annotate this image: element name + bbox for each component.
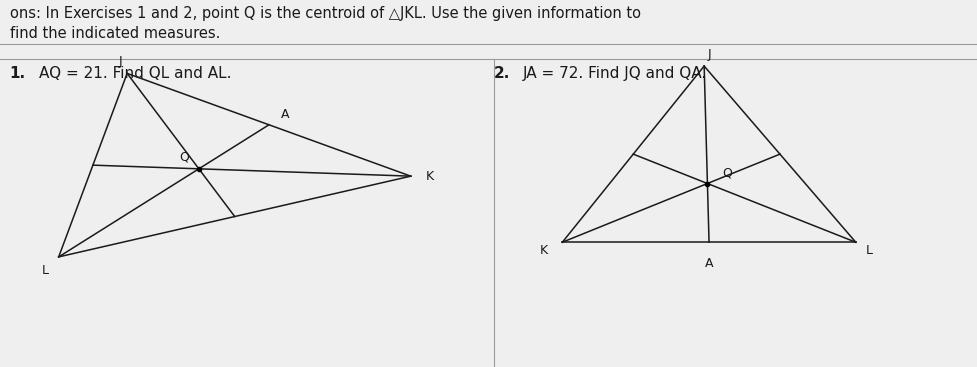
- Text: JA = 72. Find JQ and QA.: JA = 72. Find JQ and QA.: [523, 66, 706, 81]
- Text: J: J: [706, 48, 710, 61]
- Text: L: L: [42, 264, 49, 277]
- Text: Q: Q: [721, 167, 731, 180]
- Text: L: L: [865, 244, 871, 257]
- Text: A: A: [280, 108, 289, 121]
- Text: K: K: [425, 170, 433, 183]
- Text: 1.: 1.: [10, 66, 25, 81]
- Text: ons: In Exercises 1 and 2, point Q is the centroid of △JKL. Use the given inform: ons: In Exercises 1 and 2, point Q is th…: [10, 6, 640, 21]
- Text: J: J: [118, 55, 122, 68]
- Text: find the indicated measures.: find the indicated measures.: [10, 26, 220, 41]
- Text: Q: Q: [179, 150, 189, 163]
- Text: K: K: [539, 244, 547, 257]
- Text: 2.: 2.: [493, 66, 510, 81]
- Text: A: A: [704, 257, 712, 270]
- Text: AQ = 21. Find QL and AL.: AQ = 21. Find QL and AL.: [39, 66, 232, 81]
